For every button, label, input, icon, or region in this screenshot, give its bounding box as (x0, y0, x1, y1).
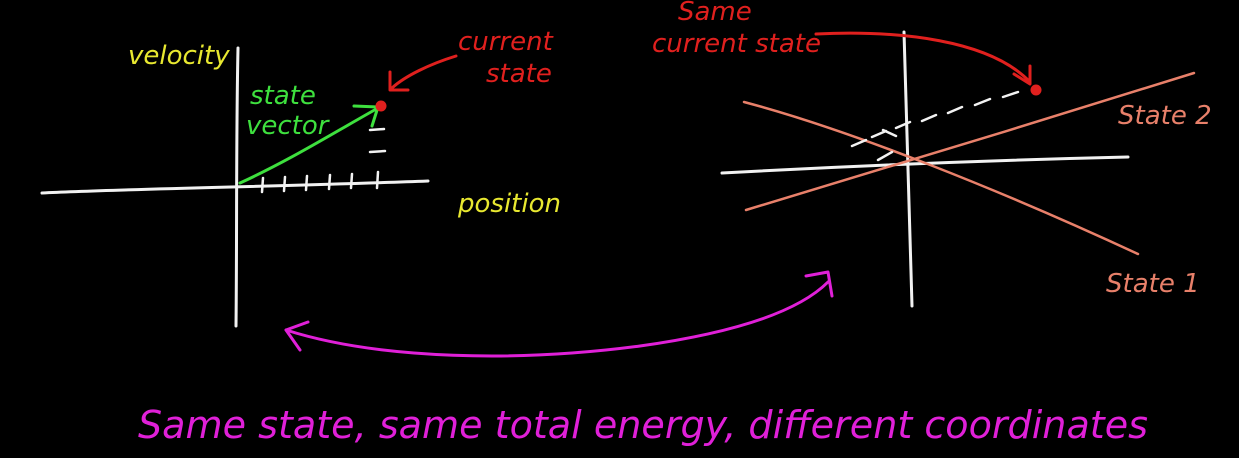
same-state-pointer (814, 31, 1032, 84)
velocity-label: velocity (128, 41, 230, 71)
x-tick (304, 174, 309, 192)
left-y-axis (234, 46, 240, 328)
current-state-pointer-head (388, 70, 410, 92)
same-state-pointer-head (1012, 64, 1032, 86)
projection-dash (881, 128, 898, 138)
x-tick (260, 176, 265, 194)
x-tick (282, 175, 287, 193)
projection-dash (876, 150, 894, 162)
projection-dash (973, 97, 992, 107)
left-x-axis (40, 179, 430, 195)
comparison-arrow-curve (284, 280, 830, 358)
x-tick (349, 172, 354, 190)
comparison-arrow-left-head (284, 320, 310, 352)
comparison-arrow-right-head (804, 270, 834, 298)
x-tick (375, 170, 380, 190)
state-1-axis (742, 100, 1140, 256)
same-current-state-line1: Same (678, 0, 752, 27)
state-vector-label-line2: vector (246, 111, 331, 141)
projection-dash (850, 138, 868, 148)
state-vector-arrow (238, 106, 380, 185)
projection-dash (1001, 90, 1020, 99)
position-label: position (457, 189, 561, 219)
state-2-axis (744, 71, 1196, 212)
current-state-dot (375, 100, 387, 112)
projection-dash (870, 129, 888, 139)
current-state-label-line2: state (486, 59, 552, 89)
y-tick (368, 127, 386, 132)
x-tick (327, 173, 332, 191)
left-x-ticks (260, 170, 380, 194)
current-state-pointer (390, 54, 458, 90)
current-state-label-line1: current (458, 27, 554, 57)
left-y-ticks (368, 127, 387, 154)
left-plot: velocity position state vector current s… (40, 27, 561, 328)
right-projection-dashes (850, 90, 1020, 162)
y-tick (368, 149, 387, 154)
same-current-state-dot (1030, 84, 1042, 96)
state-2-label: State 2 (1118, 101, 1212, 131)
right-y-axis (902, 30, 914, 308)
caption: Same state, same total energy, different… (138, 403, 1148, 447)
projection-dash (920, 113, 938, 123)
same-current-state-line2: current state (652, 29, 821, 59)
right-plot: Same current state State 2 State 1 (652, 0, 1212, 308)
projection-dash (894, 120, 912, 130)
projection-dash (946, 105, 964, 115)
state-1-label: State 1 (1106, 269, 1200, 299)
comparison-arrow (284, 270, 834, 358)
right-x-axis (720, 155, 1130, 175)
state-vector-label-line1: state (250, 81, 316, 111)
